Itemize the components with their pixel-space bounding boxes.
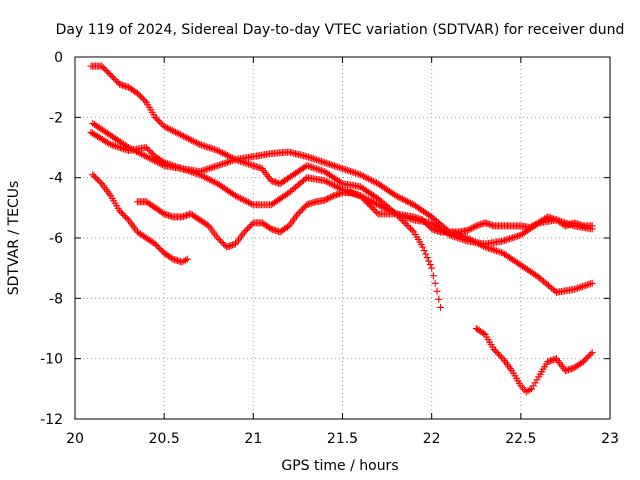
y-tick-label: 0 (54, 50, 63, 66)
y-tick-label: -10 (40, 352, 63, 368)
data-marker (89, 171, 191, 266)
x-tick-label: 22.5 (505, 431, 536, 447)
x-axis-label: GPS time / hours (281, 458, 398, 474)
series-track-1 (87, 62, 445, 311)
data-marker (133, 189, 596, 251)
x-tick-label: 21 (244, 431, 262, 447)
x-tick-label: 21.5 (327, 431, 358, 447)
data-marker (87, 62, 445, 311)
y-tick-label: -2 (49, 110, 63, 126)
data-points (87, 62, 596, 396)
series-track-5 (133, 189, 596, 251)
x-tick-label: 22 (423, 431, 441, 447)
x-tick-label: 20 (66, 431, 84, 447)
series-track-6 (472, 325, 596, 396)
x-tick-label: 20.5 (149, 431, 180, 447)
data-marker (472, 325, 596, 396)
chart-title: Day 119 of 2024, Sidereal Day-to-day VTE… (56, 22, 625, 38)
grid (75, 57, 610, 419)
y-tick-label: -6 (49, 231, 63, 247)
x-tick-label: 23 (601, 431, 619, 447)
y-tick-label: -8 (49, 291, 63, 307)
axis-ticks: 20 20.5 21 21.5 22 22.5 23 0 -2 -4 -6 -8 -10 -12 (40, 50, 619, 447)
series-track-4 (89, 171, 191, 266)
y-axis-label: SDTVAR / TECUs (6, 181, 22, 296)
y-tick-label: -4 (49, 171, 63, 187)
y-tick-label: -12 (40, 412, 63, 428)
